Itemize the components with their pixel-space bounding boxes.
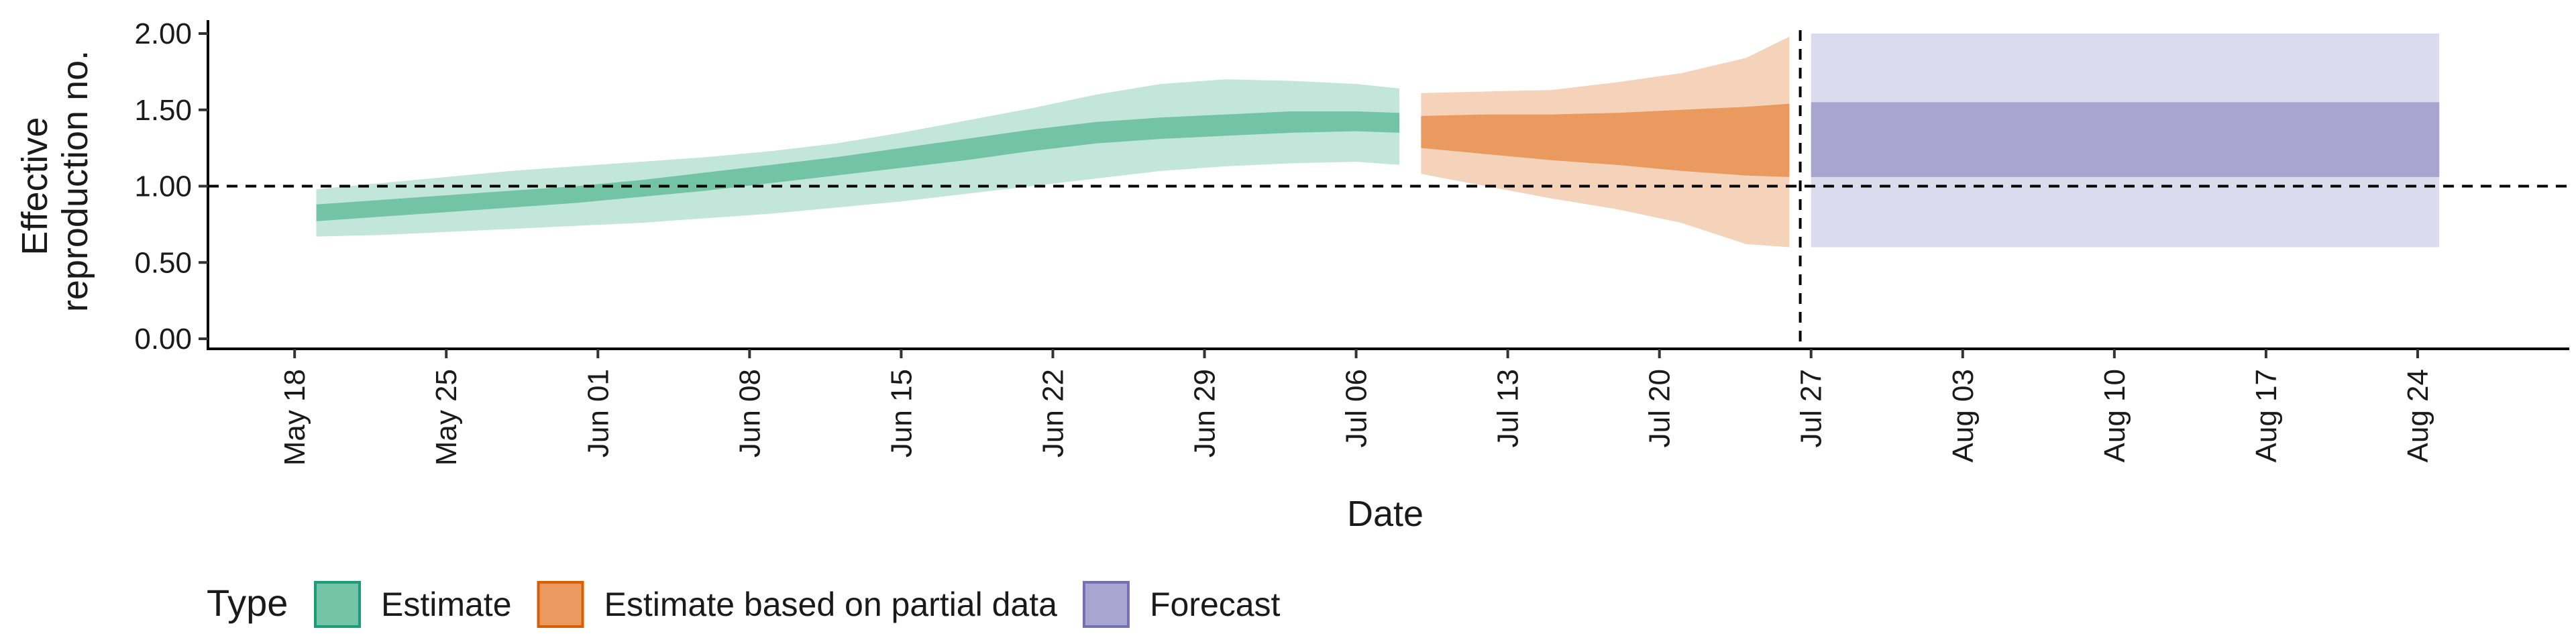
legend-swatch-forecast <box>1082 581 1130 628</box>
estimate-based-on-partial-data-inner-band <box>1421 103 1790 177</box>
axis-titles: Date Effective reproduction no. <box>15 50 1424 534</box>
legend-label-estimate: Estimate <box>381 586 512 623</box>
y-tick-label: 2.00 <box>134 17 192 50</box>
y-tick-label: 1.50 <box>134 94 192 127</box>
estimate-inner-band <box>316 111 1400 221</box>
legend: Type Estimate Estimate based on partial d… <box>207 581 1281 628</box>
x-tick-label: Aug 10 <box>2098 369 2131 462</box>
x-tick-label: Jul 20 <box>1644 369 1676 447</box>
x-tick-label: Aug 03 <box>1947 369 1980 462</box>
x-tick-label: Jun 22 <box>1036 369 1069 458</box>
ribbon-bands <box>316 34 2440 248</box>
y-tick-label: 0.00 <box>134 323 192 356</box>
legend-label-estimate-based-on-partial-data: Estimate based on partial data <box>604 586 1058 623</box>
x-tick-label: Jul 27 <box>1795 369 1828 447</box>
legend-swatch-estimate-based-on-partial-data <box>537 581 584 628</box>
y-axis-title-line-2: reproduction no. <box>55 50 95 312</box>
legend-title: Type <box>207 582 288 624</box>
y-axis-title: Effective reproduction no. <box>15 50 95 312</box>
x-axis-title: Date <box>1347 494 1424 534</box>
y-axis-title-line-1: Effective <box>15 117 55 255</box>
axes <box>207 20 2569 350</box>
x-tick-label: May 18 <box>278 369 311 466</box>
y-tick-label: 0.50 <box>134 246 192 279</box>
y-tick-label: 1.00 <box>134 170 192 203</box>
reference-lines <box>208 30 2569 349</box>
forecast-inner-band <box>1811 102 2440 177</box>
x-tick-label: May 25 <box>430 369 463 466</box>
x-tick-label: Aug 24 <box>2402 369 2434 462</box>
legend-swatch-estimate <box>314 581 361 628</box>
x-tick-label: Jun 15 <box>885 369 918 458</box>
x-tick-label: Jun 08 <box>733 369 766 458</box>
x-tick-label: Aug 17 <box>2250 369 2283 462</box>
x-axis-ticks: May 18 May 25 Jun 01 Jun 08 Jun 15 Jun 22 Jun … <box>278 349 2434 466</box>
legend-label-forecast: Forecast <box>1150 586 1281 623</box>
x-tick-label: Jun 29 <box>1189 369 1222 458</box>
x-tick-label: Jun 01 <box>582 369 614 458</box>
x-tick-label: Jul 06 <box>1340 369 1373 447</box>
x-tick-label: Jul 13 <box>1492 369 1525 447</box>
y-axis-ticks: 0.00 0.50 1.00 1.50 2.00 <box>134 17 208 356</box>
